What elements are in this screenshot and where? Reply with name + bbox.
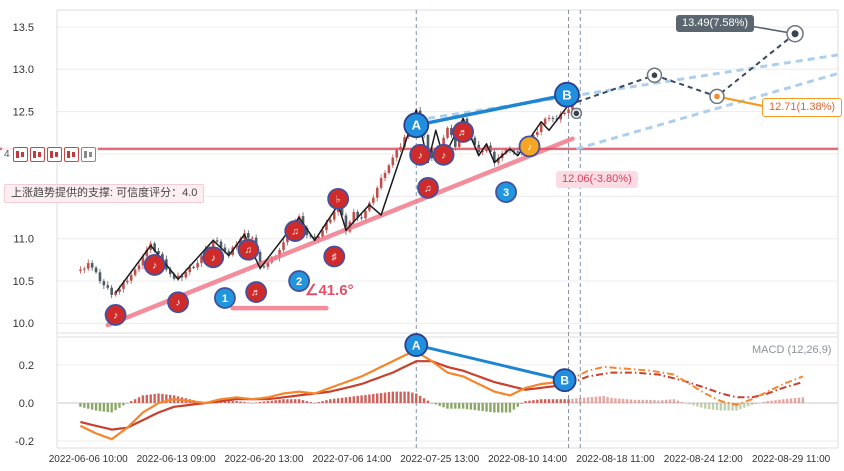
x-axis-label: 2022-08-18 11:00 bbox=[576, 454, 655, 465]
macd-tick-label: -0.2 bbox=[15, 436, 34, 448]
svg-text:♬: ♬ bbox=[251, 288, 261, 299]
axis-labels: 13.513.012.512.011.511.010.510.00.20.0-0… bbox=[13, 22, 831, 465]
wave-marker-A[interactable]: A bbox=[403, 112, 430, 139]
svg-text:♬: ♬ bbox=[458, 127, 468, 138]
wave-marker-♪[interactable]: ♪ bbox=[432, 143, 455, 166]
wave-marker-2[interactable]: 2 bbox=[288, 270, 311, 292]
price-target-tooltip-low: 12.06(-3.80%) bbox=[556, 171, 638, 188]
svg-text:♫: ♫ bbox=[245, 245, 253, 256]
svg-text:♪: ♪ bbox=[152, 260, 157, 271]
svg-text:A: A bbox=[412, 338, 421, 352]
svg-text:♫: ♫ bbox=[291, 227, 299, 238]
wave-marker-♬[interactable]: ♬ bbox=[245, 281, 268, 303]
candle-pattern-icon[interactable] bbox=[80, 147, 96, 162]
wave-marker-♭[interactable]: ♭ bbox=[327, 187, 350, 210]
price-target-tooltip-high: 13.49(7.58%) bbox=[676, 15, 755, 32]
x-axis-label: 2022-06-20 13:00 bbox=[224, 454, 303, 465]
candle-pattern-icon[interactable] bbox=[63, 147, 79, 162]
trend-lines bbox=[0, 25, 839, 328]
svg-text:B: B bbox=[560, 373, 569, 387]
wave-marker-♪[interactable]: ♪ bbox=[104, 304, 127, 326]
wave-zigzag-line bbox=[114, 104, 570, 294]
svg-text:2: 2 bbox=[296, 276, 302, 288]
wave-marker-♫[interactable]: ♫ bbox=[284, 220, 307, 242]
macd-histogram bbox=[79, 391, 805, 413]
svg-text:1: 1 bbox=[222, 293, 228, 305]
forecast-nodes bbox=[570, 24, 804, 120]
price-tick-label: 13.0 bbox=[13, 64, 34, 76]
macd-dea-forecast bbox=[568, 371, 804, 399]
price-tick-label: 11.0 bbox=[13, 234, 34, 246]
x-axis-label: 2022-08-29 11:00 bbox=[752, 454, 831, 465]
macd-dif-line bbox=[79, 350, 569, 441]
grid-lines bbox=[56, 9, 839, 449]
price-target-tooltip-mid: 12.71(1.38%) bbox=[762, 98, 843, 117]
svg-text:♪: ♪ bbox=[441, 150, 446, 161]
wave-marker-3[interactable]: 3 bbox=[495, 181, 517, 204]
svg-text:♪: ♪ bbox=[527, 142, 532, 153]
wave-marker-♪[interactable]: ♪ bbox=[409, 143, 432, 166]
trend-angle-label: ∠41.6° bbox=[305, 282, 354, 299]
x-axis-label: 2022-08-10 14:00 bbox=[488, 454, 567, 465]
svg-text:♭: ♭ bbox=[336, 194, 341, 205]
x-axis-label: 2022-07-25 13:00 bbox=[400, 454, 479, 465]
svg-text:B: B bbox=[562, 87, 571, 102]
candle-pattern-icon[interactable] bbox=[46, 147, 62, 162]
x-axis-label: 2022-06-13 09:00 bbox=[137, 454, 216, 465]
wave-marker-♫[interactable]: ♫ bbox=[237, 238, 260, 261]
wave-marker-♪[interactable]: ♪ bbox=[518, 135, 541, 158]
wave-marker-♪[interactable]: ♪ bbox=[202, 246, 225, 269]
price-tick-label: 10.5 bbox=[13, 276, 34, 288]
macd-tick-label: 0.2 bbox=[19, 360, 34, 372]
forecast-path bbox=[568, 32, 796, 106]
svg-text:♪: ♪ bbox=[211, 253, 216, 264]
candle-pattern-icon[interactable] bbox=[29, 147, 45, 162]
trend-support-note: 上涨趋势提供的支撑: 可信度评分：4.0 bbox=[4, 184, 205, 203]
candle-pattern-icon[interactable] bbox=[12, 147, 28, 162]
forecast-channel-line bbox=[575, 72, 839, 151]
price-tick-label: 13.5 bbox=[13, 22, 34, 34]
macd-marker-A[interactable]: A bbox=[404, 333, 429, 357]
wave-markers[interactable]: ♪ ♪ ♪ ♪ ♫ ♬ ♫ ♯ ♭ ♪ ♫ ♪ ♬ ♪ 1 2 3 A B bbox=[104, 81, 580, 326]
macd-tick-label: 0.0 bbox=[19, 398, 34, 410]
svg-text:♫: ♫ bbox=[424, 183, 432, 194]
macd-lines: AB bbox=[79, 333, 804, 441]
ab-trendline bbox=[414, 92, 569, 127]
svg-text:♪: ♪ bbox=[418, 150, 423, 161]
wave-marker-1[interactable]: 1 bbox=[214, 287, 236, 309]
macd-dif-forecast bbox=[568, 365, 804, 406]
wave-marker-♯[interactable]: ♯ bbox=[323, 245, 346, 268]
x-axis-label: 2022-08-24 12:00 bbox=[664, 454, 743, 465]
macd-dea-line bbox=[80, 360, 569, 431]
wave-marker-♪[interactable]: ♪ bbox=[143, 254, 166, 276]
price-tick-label: 10.0 bbox=[13, 318, 34, 330]
svg-text:♪: ♪ bbox=[113, 310, 118, 321]
svg-text:♪: ♪ bbox=[176, 298, 181, 309]
svg-text:3: 3 bbox=[503, 187, 509, 199]
x-axis-label: 2022-07-06 14:00 bbox=[312, 454, 391, 465]
macd-marker-B[interactable]: B bbox=[552, 368, 577, 393]
pattern-mini-toolbar: 4 bbox=[2, 146, 98, 163]
wave-marker-♫[interactable]: ♫ bbox=[417, 176, 439, 199]
svg-text:♯: ♯ bbox=[332, 252, 337, 263]
svg-text:A: A bbox=[412, 118, 422, 133]
wave-marker-♬[interactable]: ♬ bbox=[452, 121, 475, 143]
macd-indicator-label: MACD (12,26,9) bbox=[752, 344, 832, 356]
tooltip-connector-mid bbox=[716, 95, 764, 108]
wave-marker-♪[interactable]: ♪ bbox=[167, 291, 189, 314]
macd-ab-line bbox=[415, 343, 565, 382]
price-tick-label: 12.5 bbox=[13, 106, 34, 118]
wave-marker-B[interactable]: B bbox=[554, 81, 580, 108]
pattern-count: 4 bbox=[4, 148, 10, 160]
x-axis-label: 2022-06-06 10:00 bbox=[49, 454, 128, 465]
